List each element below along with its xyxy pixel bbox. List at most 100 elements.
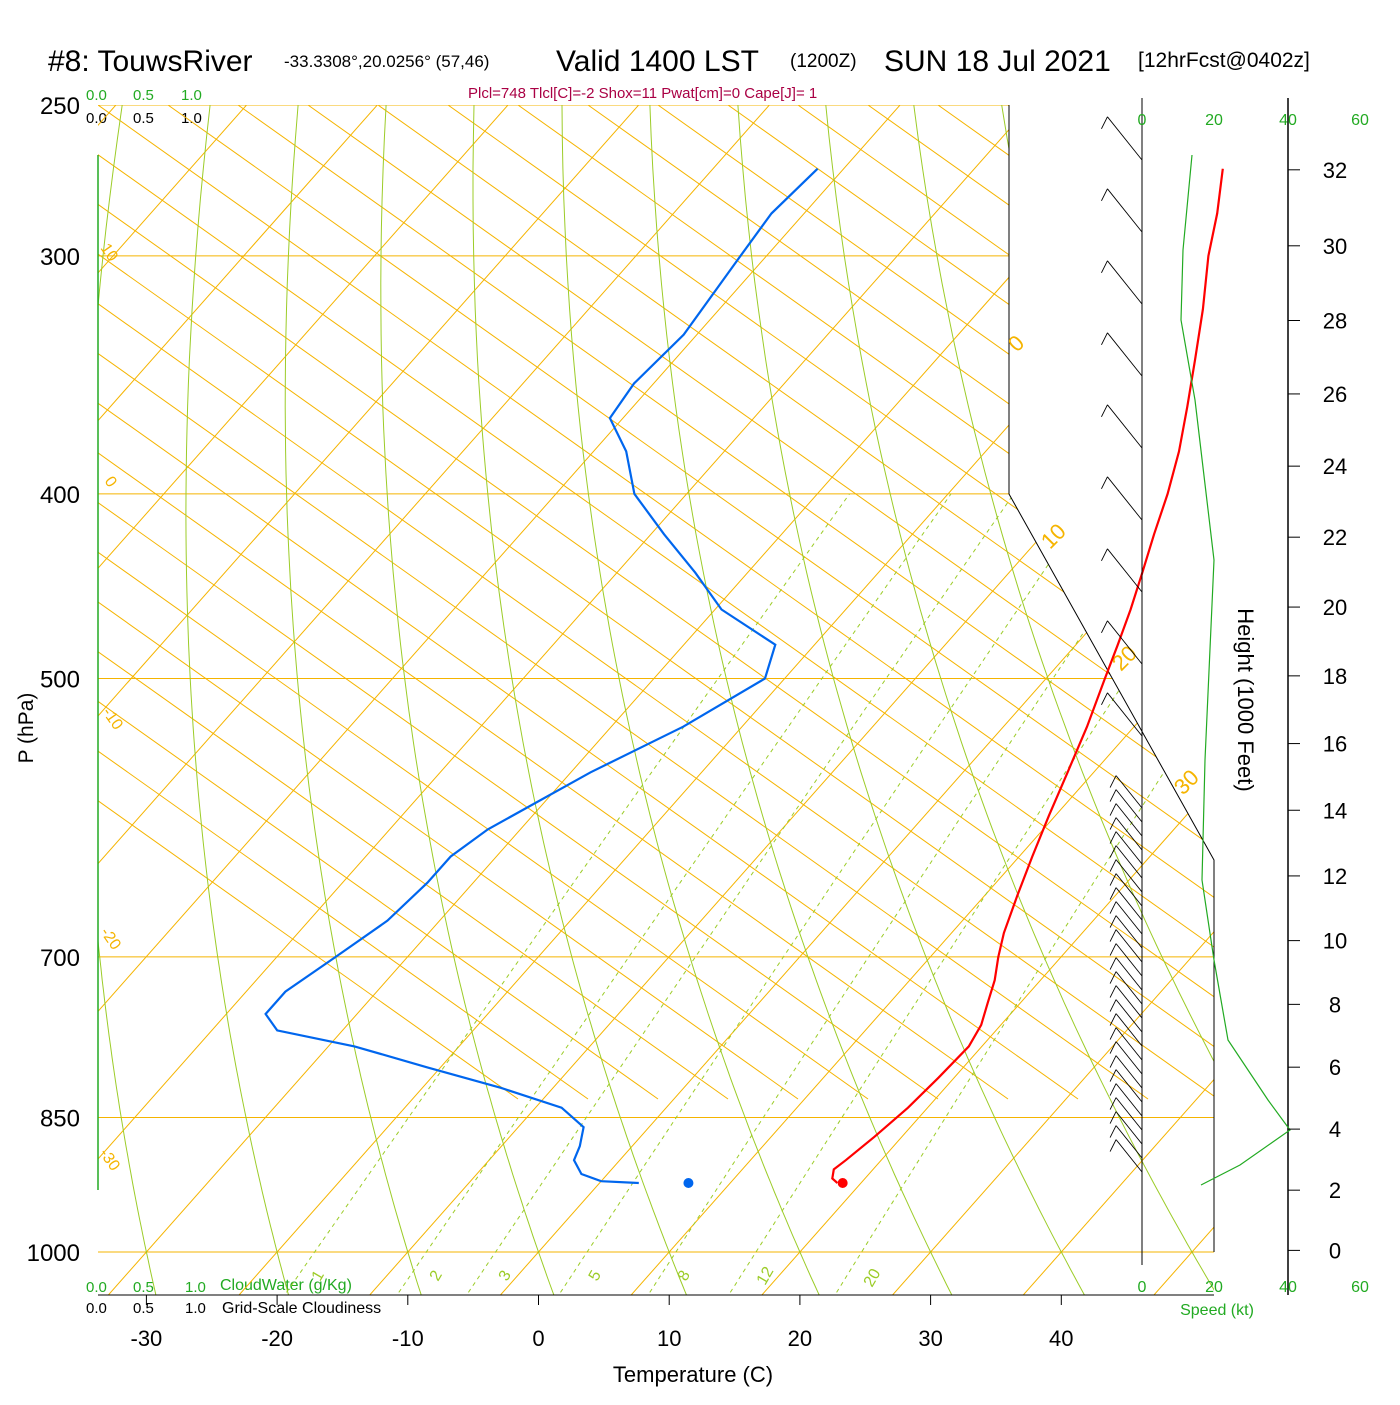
- height-tick-label: 8: [1329, 992, 1341, 1017]
- isotherm-line: [206, 105, 1214, 1295]
- wind-barb-flag: [1101, 116, 1108, 130]
- wind-barb: [1115, 901, 1143, 935]
- speed-tick: 40: [1279, 112, 1297, 129]
- isotherm-line: [797, 105, 1214, 1100]
- isotherm-line: [98, 105, 729, 1100]
- wind-barb: [1115, 803, 1143, 837]
- wind-barb: [1115, 831, 1143, 865]
- isotherm-label: 30: [1169, 765, 1204, 800]
- x-tick-label: 0: [532, 1326, 544, 1351]
- wind-panel: 0 20 40 60 0 20 40 60 Speed (kt) 0246810…: [1101, 98, 1369, 1319]
- wind-barb: [1115, 887, 1143, 921]
- isotherm-line: [1218, 105, 1400, 1099]
- isotherm-label: -20: [97, 925, 124, 954]
- speed-tick: 60: [1351, 112, 1369, 129]
- isotherms: [98, 105, 1400, 1295]
- isotherm-line: [98, 105, 939, 1100]
- dry-adiabat-line: [1354, 105, 1400, 1331]
- height-tick-label: 28: [1323, 308, 1347, 333]
- isotherm-line: [98, 105, 869, 1100]
- y-axis-ticks: 250 300 400 500 700 850 1000: [27, 93, 80, 1267]
- wind-barb-flag: [1109, 1139, 1117, 1152]
- top-green-0: 0.0: [86, 87, 107, 104]
- isotherm-line: [98, 105, 803, 1295]
- wind-barb-flag: [1109, 1055, 1117, 1068]
- wind-barb: [1115, 873, 1143, 907]
- wind-barb-flag: [1109, 1083, 1117, 1096]
- isotherm-label: 10: [1036, 519, 1071, 554]
- y-tick-label: 400: [40, 482, 80, 509]
- isotherm-line: [98, 105, 672, 1295]
- chart-header: #8: TouwsRiver -33.3308°,20.0256° (57,46…: [48, 45, 1310, 102]
- wind-barb: [1107, 620, 1143, 665]
- mixing-ratio-label: 5: [586, 1268, 605, 1284]
- isotherm-line: [1077, 105, 1214, 1100]
- wind-barb-flag: [1109, 1125, 1117, 1138]
- dewpoint-line: [264, 167, 819, 1185]
- wind-barb: [1115, 1027, 1143, 1061]
- height-tick-label: 14: [1323, 798, 1347, 823]
- x-tick-label: 40: [1049, 1326, 1073, 1351]
- bottom-black-1: 0.5: [133, 1300, 154, 1317]
- dry-adiabat-line: [472, 105, 703, 1295]
- y-axis-title: P (hPa): [15, 693, 38, 764]
- x-tick-label: -30: [131, 1326, 163, 1351]
- top-black-1: 0.5: [133, 110, 154, 127]
- wind-barb-flag: [1109, 873, 1117, 886]
- wind-barb: [1115, 943, 1143, 977]
- wind-barb-flag: [1109, 999, 1117, 1012]
- mixing-ratio-label: 12: [754, 1264, 778, 1288]
- isotherm-line: [98, 105, 519, 1100]
- isotherm-line: [98, 105, 1214, 1100]
- dry-adiabat-line: [561, 105, 837, 1295]
- wind-barb: [1107, 404, 1143, 449]
- mixing-ratio-lines: [286, 493, 1214, 1293]
- wind-barb-flag: [1101, 692, 1108, 706]
- isotherm-line: [377, 105, 1214, 1100]
- surface-dewpoint-point: [683, 1178, 694, 1189]
- x-tick-label: -10: [392, 1326, 424, 1351]
- wind-barb: [1115, 1055, 1143, 1089]
- isotherm-line: [1121, 105, 1214, 1295]
- wind-barb-flag: [1109, 831, 1117, 844]
- wind-barb: [1107, 260, 1143, 305]
- plot-right-frame: [1008, 105, 1215, 1252]
- dry-adiabat-line: [284, 105, 434, 1295]
- y-tick-label: 1000: [27, 1240, 80, 1267]
- isotherm-line: [1358, 105, 1400, 1099]
- wind-barb: [1107, 188, 1143, 233]
- speed-tick: 20: [1205, 112, 1223, 129]
- top-black-0: 0.0: [86, 110, 107, 127]
- bottom-green-1: 0.5: [133, 1279, 154, 1296]
- wind-barb: [1115, 929, 1143, 963]
- wind-barb: [1115, 1041, 1143, 1075]
- height-tick-label: 6: [1329, 1055, 1341, 1080]
- wind-barb-flag: [1109, 943, 1117, 956]
- y-tick-label: 300: [40, 244, 80, 271]
- wind-barb-flag: [1109, 803, 1117, 816]
- speed-tick: 60: [1351, 1279, 1369, 1296]
- isotherm-line: [517, 105, 1214, 1100]
- isotherm-line: [860, 105, 1214, 1295]
- wind-barb: [1115, 915, 1143, 949]
- isotherm-line: [98, 105, 542, 1295]
- bottom-green-2: 1.0: [185, 1279, 206, 1296]
- wind-barb-flag: [1109, 901, 1117, 914]
- height-tick-label: 24: [1323, 454, 1347, 479]
- axes: -30 -20 -10 0 10 20 30 40 250300400500700850100…: [15, 93, 1074, 1387]
- height-tick-label: 4: [1329, 1117, 1341, 1142]
- height-tick-label: 22: [1323, 525, 1347, 550]
- dry-adiabat-line: [1266, 105, 1400, 1331]
- wind-barb-flag: [1101, 404, 1108, 418]
- mixing-ratio-line: [467, 493, 1015, 1293]
- speed-tick: 40: [1279, 1279, 1297, 1296]
- isotherm-label: 10: [97, 241, 121, 265]
- y-tick-label: 500: [40, 667, 80, 694]
- stability-indices: Plcl=748 Tlcl[C]=-2 Shox=11 Pwat[cm]=0 C…: [468, 85, 817, 102]
- top-green-1: 0.5: [133, 87, 154, 104]
- valid-date: SUN 18 Jul 2021: [884, 45, 1111, 78]
- isotherm-line: [991, 105, 1214, 1295]
- wind-barb: [1115, 957, 1143, 991]
- mixing-ratio-line: [286, 493, 850, 1293]
